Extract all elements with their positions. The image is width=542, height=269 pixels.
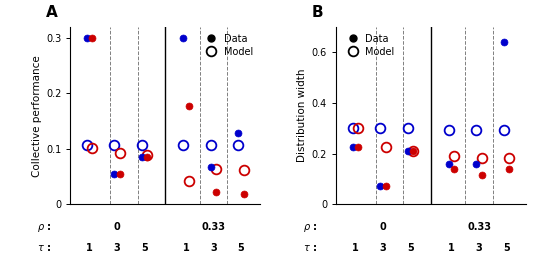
Text: $\tau$ :: $\tau$ :: [37, 243, 51, 253]
Text: 3: 3: [210, 243, 217, 253]
Text: 0.33: 0.33: [202, 222, 225, 232]
Y-axis label: Collective performance: Collective performance: [32, 55, 42, 176]
Legend: Data, Model: Data, Model: [200, 32, 255, 59]
Text: 0: 0: [114, 222, 120, 232]
Text: 5: 5: [407, 243, 414, 253]
Text: 5: 5: [237, 243, 244, 253]
Text: 1: 1: [352, 243, 359, 253]
Text: A: A: [46, 5, 57, 20]
Text: 5: 5: [503, 243, 510, 253]
Y-axis label: Distribution width: Distribution width: [298, 69, 307, 162]
Text: 3: 3: [114, 243, 120, 253]
Text: 5: 5: [141, 243, 148, 253]
Text: 1: 1: [448, 243, 455, 253]
Legend: Data, Model: Data, Model: [341, 32, 396, 59]
Text: 3: 3: [476, 243, 482, 253]
Text: 1: 1: [86, 243, 93, 253]
Text: 0: 0: [379, 222, 386, 232]
Text: $\rho$ :: $\rho$ :: [302, 222, 317, 234]
Text: B: B: [311, 5, 323, 20]
Text: 3: 3: [379, 243, 386, 253]
Text: 1: 1: [183, 243, 189, 253]
Text: $\tau$ :: $\tau$ :: [303, 243, 317, 253]
Text: 0.33: 0.33: [467, 222, 491, 232]
Text: $\rho$ :: $\rho$ :: [37, 222, 51, 234]
